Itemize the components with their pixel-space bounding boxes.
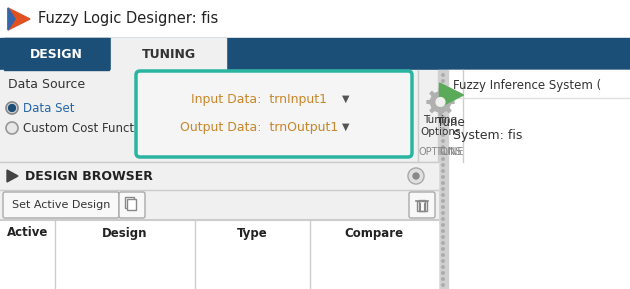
FancyBboxPatch shape	[119, 192, 145, 218]
Circle shape	[442, 74, 444, 76]
Circle shape	[442, 230, 444, 232]
Polygon shape	[430, 106, 437, 112]
Text: Output Data:  trnOutput1: Output Data: trnOutput1	[180, 121, 338, 134]
Polygon shape	[449, 100, 454, 104]
Circle shape	[442, 194, 444, 196]
Text: Tune: Tune	[437, 116, 464, 129]
Circle shape	[430, 92, 450, 112]
Text: Data Source: Data Source	[8, 79, 85, 92]
Circle shape	[408, 168, 424, 184]
Text: Options: Options	[420, 127, 461, 137]
Polygon shape	[427, 100, 433, 104]
Text: Set Active Design: Set Active Design	[12, 200, 110, 210]
Circle shape	[442, 212, 444, 214]
Bar	[0, 70, 630, 289]
Circle shape	[442, 152, 444, 154]
Circle shape	[442, 98, 444, 100]
Circle shape	[442, 248, 444, 250]
Circle shape	[442, 128, 444, 130]
Circle shape	[436, 98, 445, 106]
FancyBboxPatch shape	[409, 192, 435, 218]
Circle shape	[442, 254, 444, 256]
Circle shape	[442, 110, 444, 112]
Bar	[4, 38, 109, 70]
Bar	[448, 70, 630, 289]
Text: Custom Cost Function: Custom Cost Function	[23, 121, 152, 134]
Circle shape	[442, 140, 444, 142]
Circle shape	[442, 188, 444, 190]
Text: Input Data:  trnInput1: Input Data: trnInput1	[191, 92, 327, 105]
Polygon shape	[8, 8, 30, 30]
FancyBboxPatch shape	[136, 71, 412, 157]
Bar	[127, 199, 136, 210]
Circle shape	[442, 224, 444, 226]
Circle shape	[442, 134, 444, 136]
Circle shape	[442, 86, 444, 88]
Circle shape	[442, 104, 444, 106]
Polygon shape	[445, 92, 451, 98]
Circle shape	[413, 173, 419, 179]
Circle shape	[442, 242, 444, 244]
Text: Data Set: Data Set	[23, 101, 74, 114]
Text: OPTIONS: OPTIONS	[419, 147, 462, 157]
Circle shape	[442, 116, 444, 118]
Bar	[0, 162, 438, 289]
Text: Design: Design	[102, 227, 148, 240]
Bar	[417, 201, 427, 211]
Bar	[111, 38, 226, 73]
Circle shape	[442, 170, 444, 172]
Bar	[0, 220, 438, 289]
Polygon shape	[430, 92, 437, 98]
Circle shape	[442, 176, 444, 178]
Polygon shape	[445, 106, 451, 112]
FancyBboxPatch shape	[3, 192, 119, 218]
Text: Fuzzy Logic Designer: fis: Fuzzy Logic Designer: fis	[38, 12, 218, 27]
Circle shape	[442, 266, 444, 268]
Text: Tuning: Tuning	[423, 115, 457, 125]
Circle shape	[442, 158, 444, 160]
Bar	[0, 162, 438, 190]
Polygon shape	[440, 83, 464, 107]
Circle shape	[442, 236, 444, 238]
Text: Active: Active	[7, 227, 48, 240]
Circle shape	[6, 102, 18, 114]
Circle shape	[8, 105, 16, 112]
Circle shape	[442, 80, 444, 82]
Bar	[0, 38, 630, 70]
Text: ▼: ▼	[342, 94, 350, 104]
Text: TUNE: TUNE	[437, 147, 464, 157]
Polygon shape	[7, 170, 18, 182]
Circle shape	[442, 92, 444, 94]
Circle shape	[442, 182, 444, 184]
Circle shape	[442, 164, 444, 166]
Circle shape	[442, 200, 444, 202]
Text: Fuzzy Inference System (: Fuzzy Inference System (	[453, 79, 601, 92]
Text: System: fis: System: fis	[453, 129, 522, 142]
Text: TUNING: TUNING	[142, 47, 195, 60]
Bar	[438, 70, 448, 289]
Text: Type: Type	[237, 227, 268, 240]
Circle shape	[442, 278, 444, 280]
Polygon shape	[438, 88, 442, 94]
Polygon shape	[438, 110, 442, 115]
Polygon shape	[8, 8, 15, 30]
Text: SOURCE: SOURCE	[259, 147, 299, 157]
Circle shape	[442, 284, 444, 286]
Bar	[125, 197, 134, 208]
Bar	[0, 0, 630, 38]
Text: ▼: ▼	[342, 122, 350, 132]
Circle shape	[6, 122, 18, 134]
Circle shape	[442, 206, 444, 208]
Circle shape	[442, 146, 444, 148]
Text: Compare: Compare	[345, 227, 404, 240]
Circle shape	[442, 122, 444, 124]
Circle shape	[442, 272, 444, 274]
Text: DESIGN BROWSER: DESIGN BROWSER	[25, 170, 153, 182]
Text: DESIGN: DESIGN	[30, 47, 83, 60]
Circle shape	[442, 260, 444, 262]
Circle shape	[442, 218, 444, 220]
